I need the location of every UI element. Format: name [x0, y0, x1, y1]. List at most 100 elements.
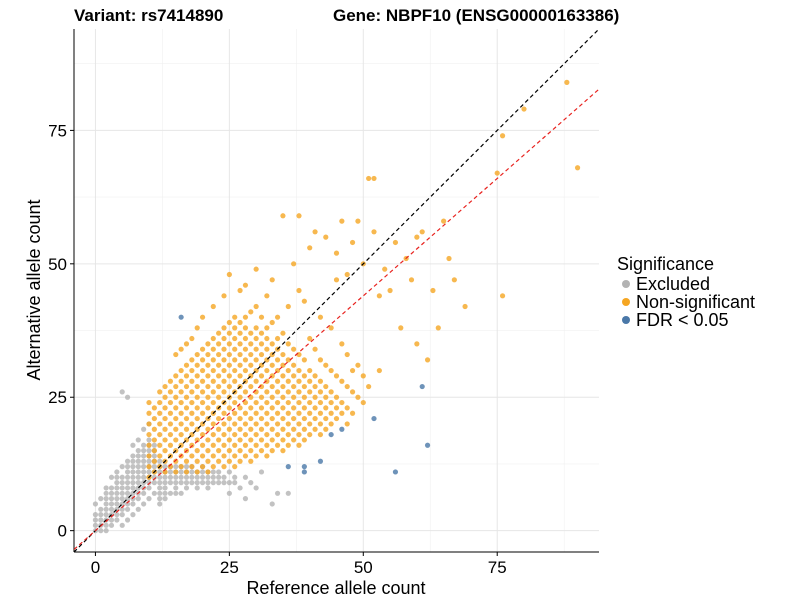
data-point — [194, 474, 200, 480]
data-point — [280, 426, 286, 432]
data-point — [162, 485, 168, 491]
data-point — [226, 415, 232, 422]
data-point — [183, 341, 190, 347]
data-point — [146, 431, 152, 438]
x-tick-label: 50 — [354, 558, 373, 577]
data-point — [307, 410, 313, 416]
data-point — [103, 501, 109, 507]
data-point — [194, 351, 200, 358]
data-point — [424, 442, 431, 448]
data-point — [269, 394, 275, 400]
data-point — [103, 506, 109, 512]
data-point — [258, 314, 265, 320]
data-point — [323, 394, 329, 400]
data-point — [226, 351, 232, 358]
data-point — [296, 442, 302, 448]
data-point — [344, 351, 350, 358]
data-point — [157, 485, 163, 491]
data-point — [194, 325, 200, 331]
data-point — [135, 453, 141, 459]
data-point — [264, 453, 270, 459]
data-point — [130, 453, 136, 459]
data-point — [307, 367, 313, 374]
reference-line-fit — [74, 88, 599, 550]
data-point — [178, 378, 184, 384]
data-point — [333, 250, 340, 256]
data-point — [360, 399, 366, 406]
data-point — [199, 389, 206, 395]
data-point — [339, 218, 345, 224]
data-point — [146, 421, 152, 427]
data-point — [232, 421, 238, 427]
data-point — [151, 426, 157, 432]
data-point — [151, 480, 157, 486]
data-point — [183, 464, 190, 470]
data-point — [119, 490, 125, 496]
data-point — [210, 389, 216, 395]
data-point — [285, 490, 291, 496]
data-point — [307, 389, 313, 395]
data-point — [274, 389, 281, 395]
data-point — [280, 362, 286, 368]
data-point — [323, 234, 329, 240]
data-point — [253, 378, 259, 384]
data-point — [221, 293, 227, 299]
data-point — [183, 480, 190, 486]
data-point — [232, 367, 238, 374]
data-point — [146, 469, 152, 475]
data-point — [339, 399, 345, 406]
data-point — [194, 448, 200, 454]
data-point — [291, 261, 297, 267]
data-point — [269, 277, 275, 283]
data-point — [216, 474, 222, 480]
axes — [73, 29, 599, 553]
data-point — [264, 367, 270, 374]
data-point — [462, 303, 468, 310]
data-point — [205, 480, 211, 486]
data-point — [173, 485, 179, 491]
data-point — [232, 453, 238, 459]
y-tick-label: 25 — [48, 388, 67, 407]
data-point — [124, 506, 131, 512]
data-point — [151, 453, 157, 459]
data-point — [114, 517, 120, 523]
data-point — [291, 426, 297, 432]
data-point — [183, 426, 190, 432]
x-tick-label: 75 — [488, 558, 507, 577]
data-point — [285, 410, 291, 416]
data-point — [333, 277, 340, 283]
data-point — [205, 362, 211, 368]
data-point — [237, 415, 243, 422]
data-point — [114, 480, 120, 486]
data-point — [189, 378, 195, 384]
data-point — [194, 485, 200, 491]
legend: Significance ExcludedNon-significantFDR … — [617, 254, 755, 330]
y-tick-label: 75 — [48, 121, 67, 140]
data-point — [151, 464, 157, 470]
data-point — [178, 480, 184, 486]
data-point — [242, 325, 249, 331]
data-point — [216, 362, 222, 368]
data-point — [408, 277, 415, 283]
data-point — [114, 496, 120, 502]
data-point — [135, 474, 141, 480]
data-point — [199, 431, 206, 438]
data-point — [317, 389, 324, 395]
data-point — [146, 448, 152, 454]
data-point — [167, 480, 174, 486]
data-point — [253, 325, 259, 331]
data-point — [349, 389, 356, 395]
data-point — [382, 266, 388, 272]
data-point — [221, 357, 227, 363]
data-point — [189, 357, 195, 363]
data-point — [317, 421, 324, 427]
data-point — [521, 106, 527, 112]
data-point — [258, 330, 265, 336]
data-point — [194, 469, 200, 475]
data-point — [92, 522, 99, 528]
data-point — [248, 448, 254, 454]
data-point — [317, 399, 324, 406]
data-point — [258, 383, 265, 390]
data-point — [280, 383, 286, 390]
data-point — [451, 277, 457, 283]
